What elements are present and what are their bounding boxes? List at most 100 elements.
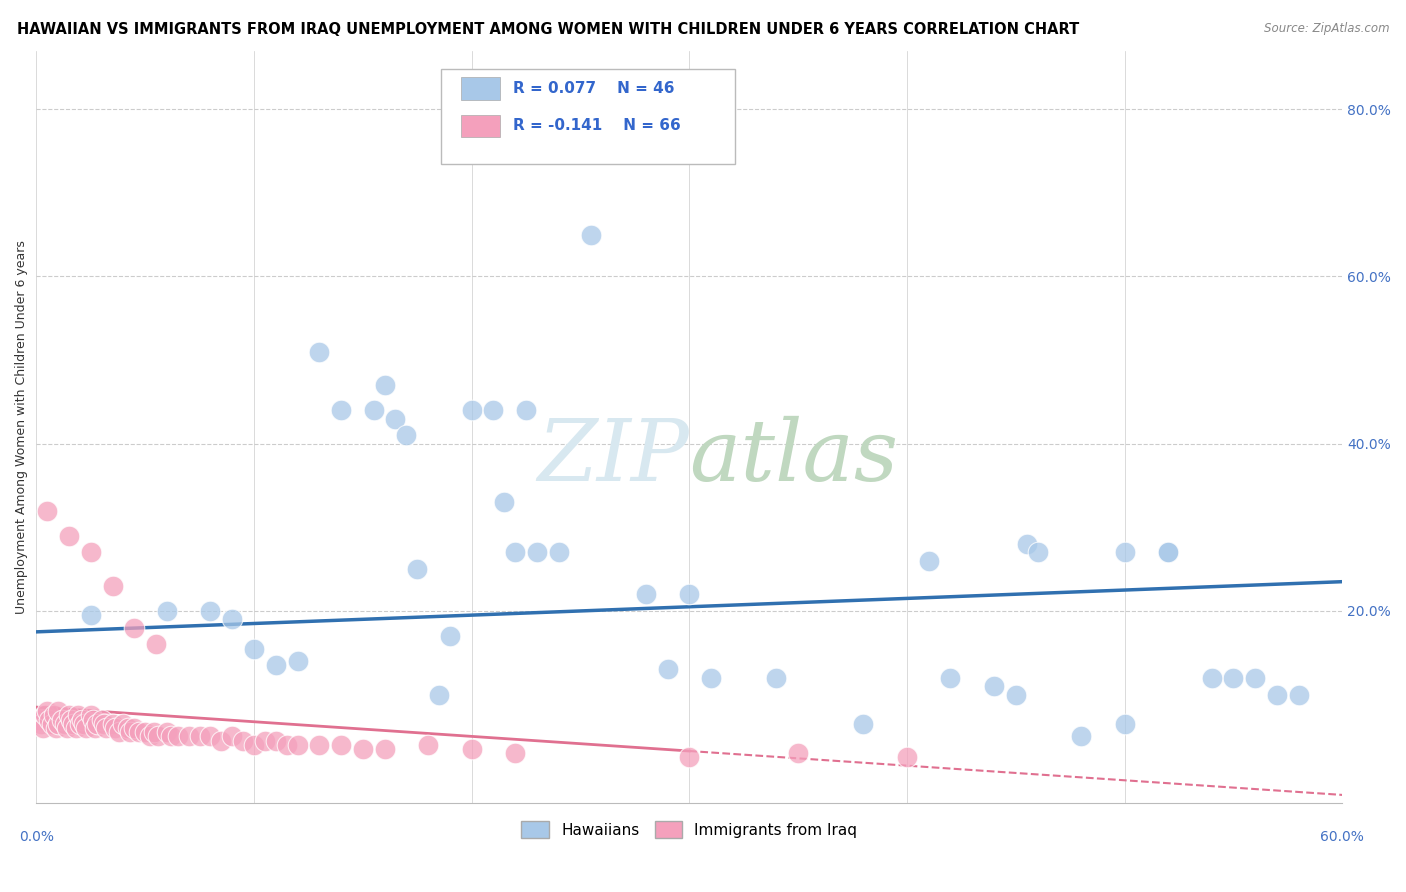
Point bbox=[330, 403, 353, 417]
Point bbox=[56, 721, 79, 735]
Text: 60.0%: 60.0% bbox=[1320, 830, 1364, 844]
Point bbox=[108, 725, 131, 739]
Point bbox=[37, 503, 59, 517]
Point bbox=[852, 716, 875, 731]
Point bbox=[104, 721, 127, 735]
Point bbox=[209, 733, 232, 747]
Point bbox=[200, 730, 222, 744]
Point bbox=[253, 733, 276, 747]
Point bbox=[1114, 716, 1136, 731]
Point bbox=[460, 742, 482, 756]
Point bbox=[363, 403, 385, 417]
Point bbox=[156, 725, 179, 739]
Point bbox=[439, 629, 461, 643]
Point bbox=[46, 704, 69, 718]
Point bbox=[374, 378, 396, 392]
Point bbox=[1070, 730, 1092, 744]
Point bbox=[80, 608, 103, 623]
Point bbox=[27, 713, 49, 727]
Point bbox=[657, 663, 679, 677]
Point bbox=[156, 604, 179, 618]
Point bbox=[1201, 671, 1223, 685]
Point bbox=[526, 545, 548, 559]
Point bbox=[308, 738, 330, 752]
Point bbox=[62, 716, 84, 731]
Point bbox=[53, 716, 76, 731]
Point bbox=[427, 688, 450, 702]
Point bbox=[124, 621, 146, 635]
Point bbox=[416, 738, 439, 752]
Text: Source: ZipAtlas.com: Source: ZipAtlas.com bbox=[1264, 22, 1389, 36]
Point bbox=[374, 742, 396, 756]
Point bbox=[51, 713, 73, 727]
Point bbox=[70, 713, 93, 727]
Point bbox=[678, 587, 700, 601]
Point bbox=[34, 708, 56, 723]
Y-axis label: Unemployment Among Women with Children Under 6 years: Unemployment Among Women with Children U… bbox=[15, 240, 28, 614]
Point bbox=[330, 738, 353, 752]
Point bbox=[1026, 545, 1049, 559]
Point bbox=[166, 730, 188, 744]
Text: R = 0.077    N = 46: R = 0.077 N = 46 bbox=[513, 81, 675, 95]
Text: 0.0%: 0.0% bbox=[18, 830, 53, 844]
Point bbox=[128, 725, 150, 739]
Point bbox=[581, 227, 603, 242]
Legend: Hawaiians, Immigrants from Iraq: Hawaiians, Immigrants from Iraq bbox=[515, 814, 863, 845]
Point bbox=[515, 403, 537, 417]
Point bbox=[787, 746, 810, 760]
Point bbox=[38, 713, 60, 727]
Point bbox=[1288, 688, 1310, 702]
Point bbox=[547, 545, 569, 559]
Point bbox=[80, 545, 103, 559]
Point bbox=[939, 671, 962, 685]
Point bbox=[221, 612, 243, 626]
Point bbox=[138, 730, 160, 744]
Point bbox=[148, 730, 170, 744]
Point bbox=[1244, 671, 1267, 685]
Point bbox=[84, 721, 107, 735]
Point bbox=[75, 721, 97, 735]
Point bbox=[482, 403, 505, 417]
Point bbox=[494, 495, 516, 509]
Point bbox=[37, 704, 59, 718]
Point bbox=[308, 344, 330, 359]
Point bbox=[160, 730, 183, 744]
Point bbox=[86, 716, 108, 731]
Point bbox=[460, 403, 482, 417]
Text: ZIP: ZIP bbox=[537, 416, 689, 499]
Point bbox=[1222, 671, 1244, 685]
Point bbox=[112, 716, 135, 731]
Point bbox=[177, 730, 200, 744]
Point bbox=[1265, 688, 1288, 702]
Point bbox=[1157, 545, 1180, 559]
Point bbox=[188, 730, 211, 744]
Point bbox=[93, 716, 115, 731]
Point bbox=[1114, 545, 1136, 559]
Point bbox=[117, 721, 139, 735]
Point bbox=[101, 716, 124, 731]
Point bbox=[678, 750, 700, 764]
Point bbox=[142, 725, 165, 739]
Point bbox=[243, 641, 266, 656]
Point bbox=[145, 637, 167, 651]
Point bbox=[73, 716, 96, 731]
Point bbox=[101, 579, 124, 593]
FancyBboxPatch shape bbox=[461, 115, 501, 137]
Point bbox=[1004, 688, 1026, 702]
Point bbox=[503, 746, 526, 760]
Point bbox=[406, 562, 429, 576]
Point bbox=[983, 679, 1005, 693]
Point bbox=[243, 738, 266, 752]
Point bbox=[1157, 545, 1180, 559]
Point bbox=[69, 716, 91, 731]
Point bbox=[200, 604, 222, 618]
Point bbox=[276, 738, 298, 752]
Point bbox=[124, 721, 146, 735]
Point bbox=[700, 671, 723, 685]
Point bbox=[45, 721, 67, 735]
Point bbox=[58, 529, 80, 543]
FancyBboxPatch shape bbox=[441, 70, 735, 163]
Point bbox=[65, 721, 87, 735]
Point bbox=[134, 725, 156, 739]
Point bbox=[90, 713, 112, 727]
